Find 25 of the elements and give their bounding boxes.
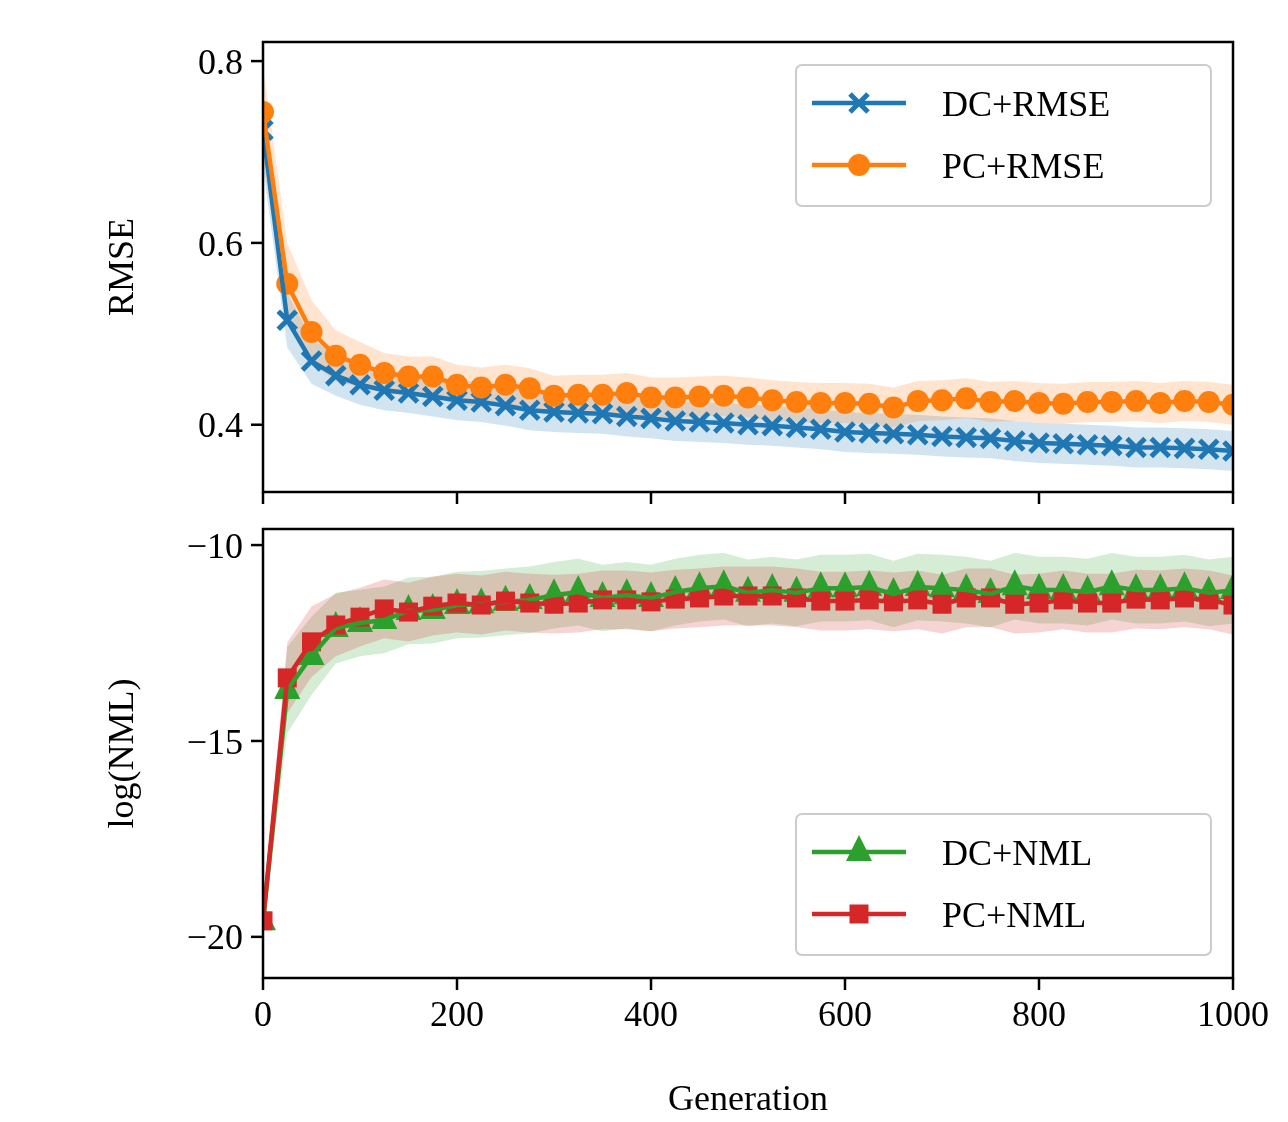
y-axis-title: log(NML)	[101, 678, 141, 829]
point	[494, 394, 517, 418]
point	[324, 364, 348, 388]
legend-label: PC+RMSE	[942, 145, 1105, 186]
y-tick-label: −20	[186, 917, 243, 958]
y-tick-label: −10	[186, 525, 243, 566]
x-axis-title: Generation	[668, 1078, 828, 1118]
y-tick-label: 0.8	[198, 41, 243, 82]
x-tick-label: 200	[430, 994, 484, 1034]
point	[300, 349, 323, 373]
x-tick-label: 400	[624, 994, 678, 1034]
point	[421, 385, 445, 409]
y-tick-label: 0.6	[198, 223, 243, 264]
point	[275, 308, 299, 332]
y-tick-label: −15	[186, 721, 243, 762]
legend-label: DC+NML	[942, 832, 1093, 873]
x-tick-label: 800	[1012, 994, 1066, 1034]
legend-label: PC+NML	[942, 894, 1087, 935]
y-axis-title: RMSE	[101, 217, 141, 317]
x-tick-label: 1000	[1197, 994, 1269, 1034]
point	[348, 373, 372, 397]
x-tick-label: 600	[818, 994, 872, 1034]
legend-label: DC+RMSE	[942, 83, 1111, 124]
x-tick-label: 0	[254, 994, 272, 1034]
y-tick-label: 0.4	[198, 405, 243, 446]
